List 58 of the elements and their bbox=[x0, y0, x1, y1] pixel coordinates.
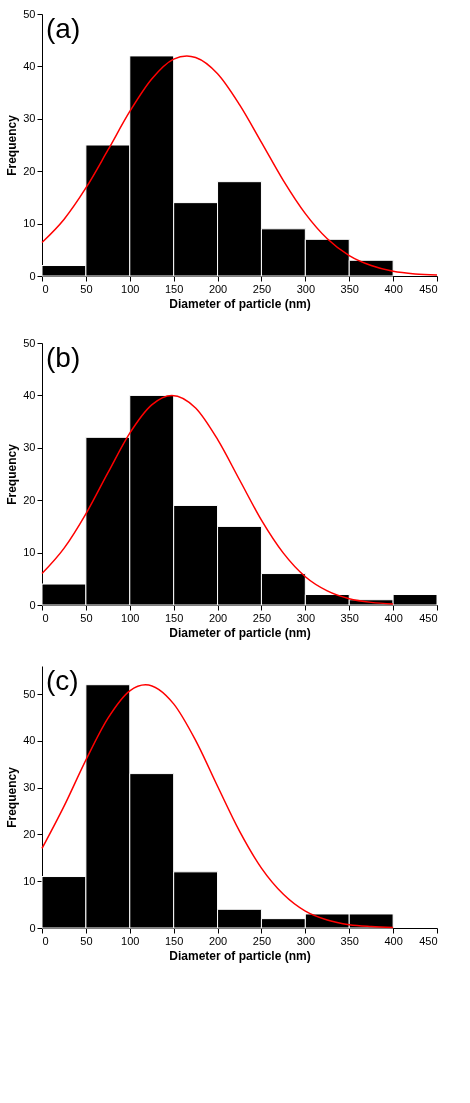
y-axis-title: Frequency bbox=[5, 443, 20, 505]
x-tick-label: 350 bbox=[340, 934, 359, 947]
x-tick-label: 150 bbox=[164, 282, 184, 295]
x-tick-label: 300 bbox=[296, 282, 316, 295]
annotation: (a) bbox=[46, 13, 81, 44]
x-tick-label: 50 bbox=[80, 611, 93, 624]
x-axis-title: Diameter of particle (nm) bbox=[169, 948, 311, 963]
y-tick-label: 20 bbox=[23, 493, 36, 506]
y-tick-label: 40 bbox=[23, 734, 36, 747]
x-axis-title: Diameter of particle (nm) bbox=[169, 625, 311, 640]
x-tick-label: 0 bbox=[42, 282, 49, 295]
y-tick-label: 30 bbox=[23, 112, 36, 125]
x-tick-label: 100 bbox=[121, 282, 140, 295]
x-tick-label: 50 bbox=[80, 934, 93, 947]
x-tick-label: 100 bbox=[121, 611, 140, 624]
y-tick-label: 10 bbox=[23, 874, 36, 887]
x-axis-title: Diameter of particle (nm) bbox=[169, 296, 311, 311]
annotation: (b) bbox=[46, 342, 81, 373]
line-series bbox=[41, 394, 394, 605]
y-tick-label: 20 bbox=[23, 827, 36, 840]
x-tick-label: 400 bbox=[384, 611, 403, 624]
y-tick-label: 50 bbox=[23, 7, 36, 20]
x-tick-label: 150 bbox=[164, 934, 184, 947]
y-tick-label: 0 bbox=[29, 921, 36, 934]
x-tick-label: 200 bbox=[208, 611, 228, 624]
x-tick-label: 250 bbox=[252, 282, 272, 295]
x-tick-label: 300 bbox=[296, 934, 316, 947]
x-tick-label: 400 bbox=[384, 282, 403, 295]
y-axis-title: Frequency bbox=[5, 766, 20, 828]
y-tick-label: 10 bbox=[23, 546, 36, 559]
y-tick-label: 10 bbox=[23, 217, 36, 230]
x-tick-label: 350 bbox=[340, 282, 359, 295]
x-tick-label: 150 bbox=[164, 611, 184, 624]
y-tick-label: 40 bbox=[23, 388, 36, 401]
y-tick-label: 50 bbox=[23, 687, 36, 700]
y-tick-label: 0 bbox=[29, 598, 36, 611]
x-tick-label: 450 bbox=[419, 934, 438, 947]
y-tick-label: 20 bbox=[23, 164, 36, 177]
y-axis-title: Frequency bbox=[5, 114, 20, 176]
x-tick-label: 100 bbox=[121, 934, 140, 947]
y-tick-label: 30 bbox=[23, 781, 36, 794]
y-tick-label: 50 bbox=[23, 336, 36, 349]
x-tick-label: 350 bbox=[340, 611, 359, 624]
y-tick-label: 30 bbox=[23, 441, 36, 454]
x-tick-label: 250 bbox=[252, 611, 272, 624]
annotation: (c) bbox=[46, 665, 79, 696]
x-tick-label: 200 bbox=[208, 282, 228, 295]
x-tick-label: 400 bbox=[384, 934, 403, 947]
x-tick-label: 300 bbox=[296, 611, 316, 624]
x-tick-label: 200 bbox=[208, 934, 228, 947]
x-tick-label: 50 bbox=[80, 282, 93, 295]
x-tick-label: 250 bbox=[252, 934, 272, 947]
x-tick-label: 450 bbox=[419, 282, 438, 295]
x-tick-label: 0 bbox=[42, 934, 49, 947]
x-tick-label: 0 bbox=[42, 611, 49, 624]
x-tick-label: 450 bbox=[419, 611, 438, 624]
y-tick-label: 40 bbox=[23, 59, 36, 72]
y-tick-label: 0 bbox=[29, 269, 36, 282]
